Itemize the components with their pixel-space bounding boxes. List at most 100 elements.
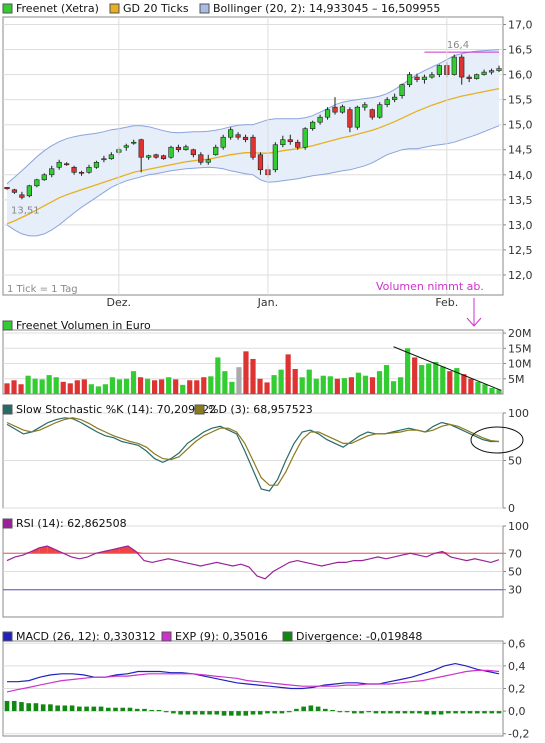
divergence-bar xyxy=(417,711,422,714)
candle-body xyxy=(64,163,70,166)
divergence-bar xyxy=(409,711,415,714)
legend-swatch xyxy=(109,3,120,14)
volume-bar xyxy=(229,381,235,394)
price-axis-tick-label: 13,5 xyxy=(508,194,533,207)
candle-body xyxy=(235,134,241,138)
divergence-bar xyxy=(250,711,256,715)
legend-label: Freenet Volumen in Euro xyxy=(16,319,151,332)
divergence-bar xyxy=(257,711,263,715)
candle-body xyxy=(302,128,308,148)
stochastic-axis-tick-label: 0 xyxy=(508,502,515,515)
legend-label: EXP (9): 0,35016 xyxy=(175,630,268,643)
price-axis-tick-label: 15,0 xyxy=(508,119,533,132)
candle-body xyxy=(287,139,293,143)
legend-swatch xyxy=(194,404,205,415)
divergence-bar xyxy=(496,711,502,714)
candle-body xyxy=(71,166,77,173)
rsi-overbought-fill xyxy=(111,547,120,554)
price-axis-tick-label: 15,5 xyxy=(508,94,533,107)
volume-bar xyxy=(299,377,305,394)
volume-bar xyxy=(264,382,270,394)
volume-bar xyxy=(130,371,137,394)
divergence-bar xyxy=(402,711,408,714)
volume-trend-line xyxy=(393,346,502,391)
candle-body xyxy=(324,109,331,118)
volume-bar xyxy=(180,384,186,394)
volume-bar xyxy=(454,368,460,394)
candle-body xyxy=(131,141,137,144)
annotation-arrow-head xyxy=(466,317,482,327)
volume-bar xyxy=(152,380,158,394)
candle-body xyxy=(421,76,428,80)
candle-body xyxy=(220,136,226,148)
price-axis-tick-label: 14,5 xyxy=(508,144,533,157)
divergence-bar xyxy=(467,711,473,714)
candle-body xyxy=(481,71,487,75)
divergence-bar xyxy=(330,709,335,712)
divergence-bar xyxy=(380,711,386,714)
divergence-bar xyxy=(388,711,393,714)
volume-bar xyxy=(208,376,214,394)
volume-bar xyxy=(250,358,256,394)
legend-label: Bollinger (20, 2): 14,933045 – 16,509955 xyxy=(213,2,440,15)
divergence-bar xyxy=(272,711,278,714)
volume-bar xyxy=(426,363,432,394)
divergence-bar xyxy=(98,706,104,712)
divergence-bar xyxy=(351,711,357,714)
candle-body xyxy=(459,56,465,78)
legend-label: Slow Stochastic %K (14): 70,209622 xyxy=(16,403,216,416)
divergence-bar xyxy=(62,705,68,712)
divergence-bar xyxy=(431,711,437,715)
divergence-bar xyxy=(48,704,53,712)
divergence-bar xyxy=(26,703,32,712)
bollinger-lower-line xyxy=(6,125,500,237)
volume-bar xyxy=(369,377,376,394)
divergence-bar xyxy=(142,708,147,712)
divergence-bar xyxy=(113,707,118,712)
candle-body xyxy=(414,76,420,80)
divergence-bar xyxy=(178,711,183,715)
divergence-bar xyxy=(192,711,198,715)
legend-label: MACD (26, 12): 0,330312 xyxy=(16,630,156,643)
candle-body xyxy=(429,74,435,78)
volume-bar xyxy=(137,377,144,394)
volume-bar xyxy=(25,375,31,394)
divergence-bar xyxy=(11,700,17,712)
divergence-bar xyxy=(301,706,306,712)
candle-body xyxy=(93,161,100,168)
volume-bar xyxy=(341,378,347,394)
rsi-overbought-fill xyxy=(47,546,56,554)
stochastic-axis-tick-label: 50 xyxy=(508,455,522,468)
low-value-label: 13,51 xyxy=(11,205,40,216)
volume-bar xyxy=(53,377,59,394)
volume-bar xyxy=(32,378,38,394)
macd-axis-tick-label: 0,2 xyxy=(508,683,526,696)
volume-bar xyxy=(215,357,221,394)
price-axis-tick-label: 16,0 xyxy=(508,69,533,82)
volume-bar xyxy=(334,378,340,394)
rsi-line xyxy=(6,545,500,580)
volume-bar xyxy=(327,376,333,394)
volume-bar xyxy=(95,386,101,394)
candle-body xyxy=(295,141,301,148)
macd-axis-tick-label: -0,2 xyxy=(508,728,529,741)
candle-body xyxy=(205,159,211,163)
divergence-bar xyxy=(4,700,10,712)
divergence-bar xyxy=(207,711,212,715)
volume-bar xyxy=(468,378,474,394)
candle-body xyxy=(339,106,346,113)
candle-body xyxy=(26,185,32,197)
rsi-axis-tick-label: 70 xyxy=(508,547,522,560)
price-axis-tick-label: 14,0 xyxy=(508,169,533,182)
candle-body xyxy=(108,154,114,160)
volume-bar xyxy=(355,372,362,394)
candle-body xyxy=(399,84,405,96)
divergence-bar xyxy=(171,711,176,714)
divergence-bar xyxy=(424,711,429,715)
divergence-bar xyxy=(91,706,97,712)
candle-body xyxy=(362,104,368,108)
x-axis-label: Feb. xyxy=(435,296,458,309)
candle-body xyxy=(488,70,495,73)
divergence-bar xyxy=(265,711,270,714)
candle-body xyxy=(369,109,375,118)
